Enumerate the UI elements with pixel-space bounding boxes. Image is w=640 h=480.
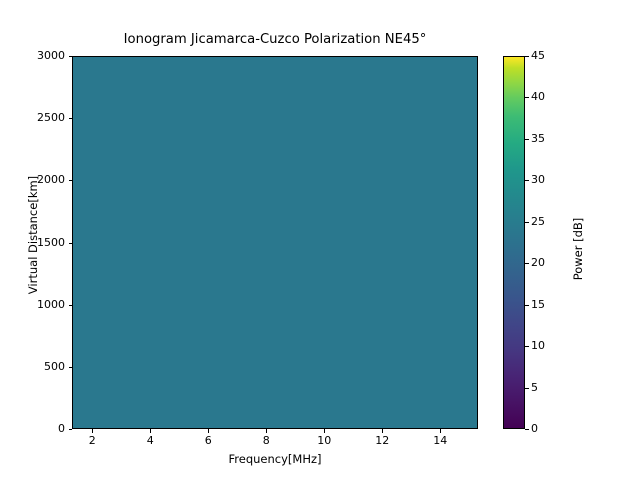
colorbar-tick-label: 5 bbox=[531, 380, 538, 394]
colorbar-tick-mark bbox=[525, 221, 529, 223]
colorbar-tick-mark bbox=[525, 138, 529, 140]
x-tick-mark bbox=[382, 429, 384, 433]
colorbar-tick-label: 0 bbox=[531, 422, 538, 435]
x-tick-mark bbox=[208, 429, 210, 433]
y-tick-label: 1500 bbox=[37, 235, 65, 249]
ionogram-heatmap-canvas bbox=[73, 57, 477, 428]
x-tick-mark bbox=[266, 429, 268, 433]
y-axis-label: Virtual Distance[km] bbox=[26, 175, 40, 295]
x-tick-mark bbox=[324, 429, 326, 433]
x-tick-label: 4 bbox=[146, 434, 154, 447]
x-tick-mark bbox=[150, 429, 152, 433]
colorbar-tick-label: 35 bbox=[531, 131, 545, 145]
colorbar-tick-mark bbox=[525, 263, 529, 265]
colorbar-tick-label: 40 bbox=[531, 90, 545, 104]
ionogram-plot-area bbox=[72, 56, 478, 429]
colorbar-tick-label: 30 bbox=[531, 173, 545, 187]
colorbar-tick-label: 15 bbox=[531, 297, 545, 311]
y-tick-label: 2000 bbox=[37, 173, 65, 187]
colorbar-tick-label: 45 bbox=[531, 49, 545, 62]
y-tick-mark bbox=[68, 56, 72, 57]
x-tick-label: 12 bbox=[375, 434, 390, 447]
x-tick-mark bbox=[92, 429, 94, 433]
y-tick-mark bbox=[68, 429, 72, 430]
y-tick-mark bbox=[68, 242, 72, 244]
colorbar-tick-label: 10 bbox=[531, 339, 545, 353]
y-tick-mark bbox=[68, 180, 72, 182]
x-tick-label: 8 bbox=[262, 434, 270, 447]
colorbar-tick-mark bbox=[525, 429, 529, 430]
x-tick-label: 14 bbox=[433, 434, 448, 447]
y-tick-label: 1000 bbox=[37, 297, 65, 311]
colorbar-tick-mark bbox=[525, 346, 529, 348]
colorbar-tick-mark bbox=[525, 304, 529, 306]
figure-title-line1: Ionogram Jicamarca-Cuzco Polarization NE… bbox=[123, 32, 427, 48]
y-tick-label: 500 bbox=[44, 359, 65, 373]
colorbar bbox=[503, 56, 525, 429]
y-tick-label: 0 bbox=[58, 422, 65, 435]
colorbar-tick-mark bbox=[525, 97, 529, 99]
colorbar-tick-label: 25 bbox=[531, 214, 545, 228]
x-tick-label: 6 bbox=[204, 434, 212, 447]
colorbar-tick-label: 20 bbox=[531, 256, 545, 270]
y-tick-label: 2500 bbox=[37, 111, 65, 125]
x-tick-mark bbox=[440, 429, 442, 433]
x-tick-label: 10 bbox=[317, 434, 332, 447]
x-tick-label: 2 bbox=[88, 434, 96, 447]
y-tick-label: 3000 bbox=[37, 49, 65, 62]
y-tick-mark bbox=[68, 118, 72, 120]
y-tick-mark bbox=[68, 366, 72, 368]
colorbar-tick-mark bbox=[525, 56, 529, 57]
y-tick-mark bbox=[68, 304, 72, 306]
colorbar-tick-mark bbox=[525, 387, 529, 389]
x-axis-label: Frequency[MHz] bbox=[228, 452, 322, 466]
colorbar-tick-mark bbox=[525, 180, 529, 182]
colorbar-label: Power [dB] bbox=[571, 217, 585, 281]
